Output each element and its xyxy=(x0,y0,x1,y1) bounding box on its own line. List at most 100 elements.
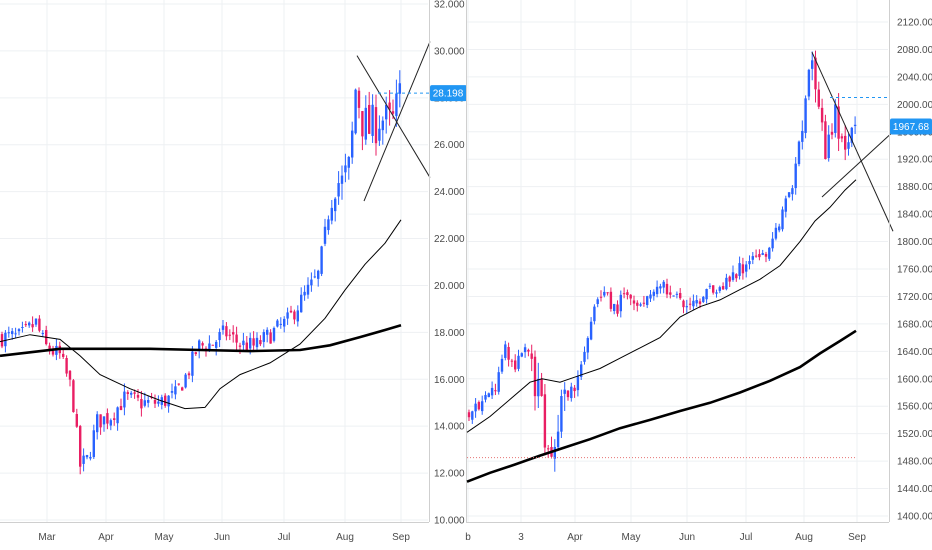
left-candle-body xyxy=(130,392,133,395)
right-candle-body xyxy=(725,277,728,290)
left-candle-body xyxy=(296,310,299,322)
right-candle-body xyxy=(834,104,837,133)
left-candle-body xyxy=(24,324,27,326)
right-candle-body xyxy=(642,302,646,304)
left-candle-body xyxy=(14,333,17,335)
right-candle-body xyxy=(659,286,662,289)
right-candle-body xyxy=(682,300,685,308)
left-candle-body xyxy=(262,332,265,342)
right-y-tick-label: 1840.00 xyxy=(897,210,932,221)
right-x-tick-label: b xyxy=(465,532,471,543)
left-candle-body xyxy=(293,311,296,320)
right-candle-body xyxy=(679,293,682,299)
left-y-axis: 10.000 12.000 14.000 16.000 18.000 20.000 22.0… xyxy=(434,0,465,527)
right-candle-body xyxy=(514,360,517,370)
left-y-tick-label: 12.000 xyxy=(434,469,465,480)
right-candle-body xyxy=(662,281,665,288)
left-candle-body xyxy=(201,343,204,346)
right-candle-body xyxy=(781,209,784,230)
left-x-axis: Mar Apr May Jun Jul Aug Sep xyxy=(38,532,410,543)
left-candle-body xyxy=(75,414,78,427)
left-candle-body xyxy=(21,327,24,329)
right-candle-body xyxy=(665,283,669,295)
right-candle-body xyxy=(471,411,474,420)
left-candle-body xyxy=(170,391,174,393)
left-candle-body xyxy=(187,373,191,376)
right-y-tick-label: 2040.00 xyxy=(897,72,932,83)
right-candle-body xyxy=(566,390,570,398)
right-grid xyxy=(467,0,888,522)
left-candle-body xyxy=(255,337,259,348)
right-y-tick-label: 1400.00 xyxy=(897,512,932,523)
left-candle-body xyxy=(85,454,89,458)
left-candle-body xyxy=(116,407,119,424)
right-candle-body xyxy=(547,448,550,450)
left-candle-body xyxy=(337,183,340,197)
left-candle-body xyxy=(272,327,276,341)
left-price-label-text: 28.198 xyxy=(433,89,464,100)
left-candle-body xyxy=(374,107,378,144)
right-candle-body xyxy=(804,98,807,133)
left-candle-body xyxy=(194,352,197,355)
right-last-price-label: 1967.68 xyxy=(890,118,932,135)
left-candle-body xyxy=(317,270,320,279)
left-candle-body xyxy=(106,413,109,424)
left-candle-body xyxy=(133,392,136,394)
left-candle-body xyxy=(232,332,235,335)
left-candle-body xyxy=(164,395,167,406)
right-candle-body xyxy=(675,293,679,295)
left-candle-body xyxy=(334,198,337,212)
left-candle-body xyxy=(364,107,367,140)
left-ma-thick xyxy=(0,324,402,358)
right-candles xyxy=(467,50,857,472)
left-candle-body xyxy=(378,128,381,141)
right-y-tick-label: 1920.00 xyxy=(897,155,932,166)
right-candle-body xyxy=(814,57,817,90)
left-candle-body xyxy=(221,325,225,330)
right-candle-body xyxy=(837,106,840,139)
left-candle-body xyxy=(245,342,248,351)
right-x-tick-label: Apr xyxy=(567,532,583,543)
left-candle-body xyxy=(147,400,150,403)
left-candle-body xyxy=(0,334,4,347)
right-candle-body xyxy=(754,255,758,257)
left-trendlines xyxy=(356,41,431,202)
left-candle-body xyxy=(225,326,228,337)
left-y-tick-label: 14.000 xyxy=(434,422,465,433)
right-candle-body xyxy=(543,394,547,448)
right-candle-body xyxy=(619,294,622,312)
right-candle-body xyxy=(537,378,540,397)
left-candle-body xyxy=(398,83,401,94)
right-candle-body xyxy=(702,296,705,302)
left-y-tick-label: 16.000 xyxy=(434,375,465,386)
right-candle-body xyxy=(853,124,857,127)
right-candle-body xyxy=(847,142,850,149)
right-candle-body xyxy=(576,376,580,391)
right-y-tick-label: 1480.00 xyxy=(897,457,932,468)
left-candle-body xyxy=(68,370,72,380)
left-candle-body xyxy=(344,165,347,173)
left-candle-body xyxy=(143,400,146,406)
left-y-tick-label: 30.000 xyxy=(434,46,465,57)
right-candle-body xyxy=(639,304,642,306)
right-candle-body xyxy=(523,347,527,353)
right-candle-body xyxy=(530,353,533,359)
left-candle-body xyxy=(242,340,245,346)
left-candle-body xyxy=(300,294,303,313)
right-candle-body xyxy=(497,372,500,392)
left-candle-body xyxy=(31,324,34,328)
left-y-tick-label: 22.000 xyxy=(434,234,465,245)
left-candle-body xyxy=(310,279,313,286)
right-candle-body xyxy=(840,136,844,139)
right-candle-body xyxy=(751,256,754,260)
right-candle-body xyxy=(735,274,738,279)
left-candle-body xyxy=(351,130,354,158)
right-candle-body xyxy=(586,338,589,353)
right-candle-body xyxy=(741,264,745,274)
left-candle-body xyxy=(306,284,310,295)
left-candle-body xyxy=(385,104,388,120)
right-candle-body xyxy=(817,89,820,107)
left-candle-body xyxy=(167,395,170,407)
right-candle-body xyxy=(573,387,576,392)
right-candle-body xyxy=(728,276,731,282)
